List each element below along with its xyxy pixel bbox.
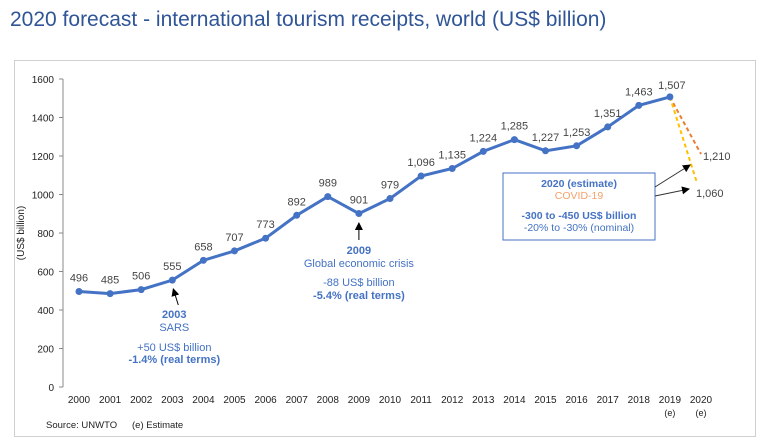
x-tick-label: 2015: [534, 395, 557, 406]
y-tick-label: 1200: [32, 152, 55, 163]
data-label: 707: [225, 232, 243, 244]
x-tick-label: 2018: [628, 395, 651, 406]
data-point: [604, 123, 612, 131]
data-label: 555: [163, 261, 181, 273]
data-point: [635, 101, 643, 109]
annotation-crisis-text: -88 US$ billion: [323, 277, 395, 289]
x-tick-label: 2016: [565, 395, 588, 406]
y-tick-label: 400: [37, 306, 54, 317]
chart-frame: [14, 60, 756, 437]
data-point: [542, 147, 549, 155]
annotation-covid-box: [502, 172, 656, 241]
y-tick-label: 0: [48, 383, 54, 394]
x-tick-label: 2011: [410, 395, 432, 406]
data-point: [355, 210, 363, 218]
x-tick-label: 2008: [317, 395, 340, 406]
annotation-covid-text: -20% to -30% (nominal): [524, 222, 634, 234]
data-label: 1,463: [625, 86, 653, 98]
x-tick-label: 2010: [379, 395, 402, 406]
y-tick-label: 800: [37, 229, 54, 240]
x-tick-label: 2014: [503, 395, 526, 406]
x-tick-label: 2004: [192, 395, 215, 406]
data-label: 1,253: [563, 127, 591, 139]
annotation-covid-text: 2020 (estimate): [541, 178, 617, 190]
data-point: [75, 288, 83, 296]
annotation-sars-text: -1.4% (real terms): [128, 354, 220, 366]
arrow-covid-low: [654, 186, 690, 197]
x-tick-label: 2002: [130, 395, 153, 406]
projection-line: [669, 96, 702, 155]
data-point: [262, 234, 270, 242]
data-label: 1,285: [501, 121, 529, 133]
annotation-crisis-text: 2009: [347, 245, 371, 257]
x-tick-label: 2020: [690, 395, 713, 406]
data-label: 1,224: [470, 132, 498, 144]
projection-label: 1,060: [696, 188, 724, 200]
projection-line: [668, 96, 698, 184]
y-tick-label: 1000: [32, 191, 55, 202]
x-tick-label: 2001: [99, 395, 122, 406]
x-tick-sublabel: (e): [696, 408, 707, 418]
data-point: [666, 93, 674, 101]
chart-title: 2020 forecast - international tourism re…: [10, 8, 607, 31]
annotation-crisis-text: Global economic crisis: [304, 258, 415, 270]
data-label: 506: [132, 271, 150, 283]
data-point: [137, 286, 145, 294]
arrow-covid-high: [654, 164, 691, 188]
annotation-crisis-text: -5.4% (real terms): [313, 290, 405, 302]
x-tick-label: 2003: [161, 395, 184, 406]
projection-label: 1,210: [703, 151, 731, 163]
x-tick-label: 2007: [286, 395, 309, 406]
y-tick-label: 1600: [32, 75, 55, 86]
data-label: 979: [381, 180, 399, 192]
data-label: 1,096: [407, 157, 435, 169]
annotation-sars-text: +50 US$ billion: [137, 342, 211, 354]
data-point: [479, 147, 487, 155]
data-point: [448, 165, 456, 173]
data-point: [417, 172, 425, 180]
data-label: 496: [70, 273, 88, 285]
annotation-covid-text: COVID-19: [555, 190, 604, 202]
data-label: 485: [101, 275, 119, 287]
estimate-note: (e) Estimate: [132, 420, 183, 431]
x-tick-label: 2013: [472, 395, 495, 406]
data-point: [199, 256, 207, 264]
data-point: [168, 276, 176, 284]
data-point: [573, 142, 581, 150]
annotation-sars-text: 2003: [162, 309, 186, 321]
y-tick-label: 1400: [32, 114, 55, 125]
annotation-sars-text: SARS: [159, 322, 189, 334]
x-tick-label: 2006: [254, 395, 277, 406]
data-label: 1,351: [594, 108, 622, 120]
data-point: [386, 195, 394, 203]
data-point: [324, 193, 332, 201]
data-label: 658: [194, 241, 212, 253]
source-note: Source: UNWTO: [46, 420, 117, 431]
annotation-covid-text: -300 to -450 US$ billion: [522, 210, 637, 222]
data-label: 1,135: [438, 150, 466, 162]
data-label: 1,507: [658, 80, 686, 92]
data-label: 892: [288, 196, 306, 208]
data-point: [231, 247, 238, 255]
x-tick-sublabel: (e): [664, 408, 675, 418]
y-tick-label: 200: [37, 345, 54, 356]
data-label: 901: [350, 195, 368, 207]
x-tick-label: 2019: [659, 395, 682, 406]
data-label: 1,227: [532, 132, 560, 144]
data-label: 773: [256, 219, 274, 231]
data-label: 989: [319, 178, 337, 190]
arrow-sars: [171, 288, 180, 306]
data-point: [293, 211, 301, 219]
y-axis-label: (US$ billion): [16, 206, 27, 260]
x-tick-label: 2009: [348, 395, 371, 406]
x-tick-label: 2017: [597, 395, 620, 406]
y-tick-label: 600: [37, 268, 54, 279]
x-tick-label: 2000: [68, 395, 91, 406]
series-line: [78, 95, 671, 296]
x-tick-label: 2012: [441, 395, 464, 406]
data-point: [510, 136, 518, 144]
data-point: [106, 290, 114, 298]
x-tick-label: 2005: [223, 395, 246, 406]
